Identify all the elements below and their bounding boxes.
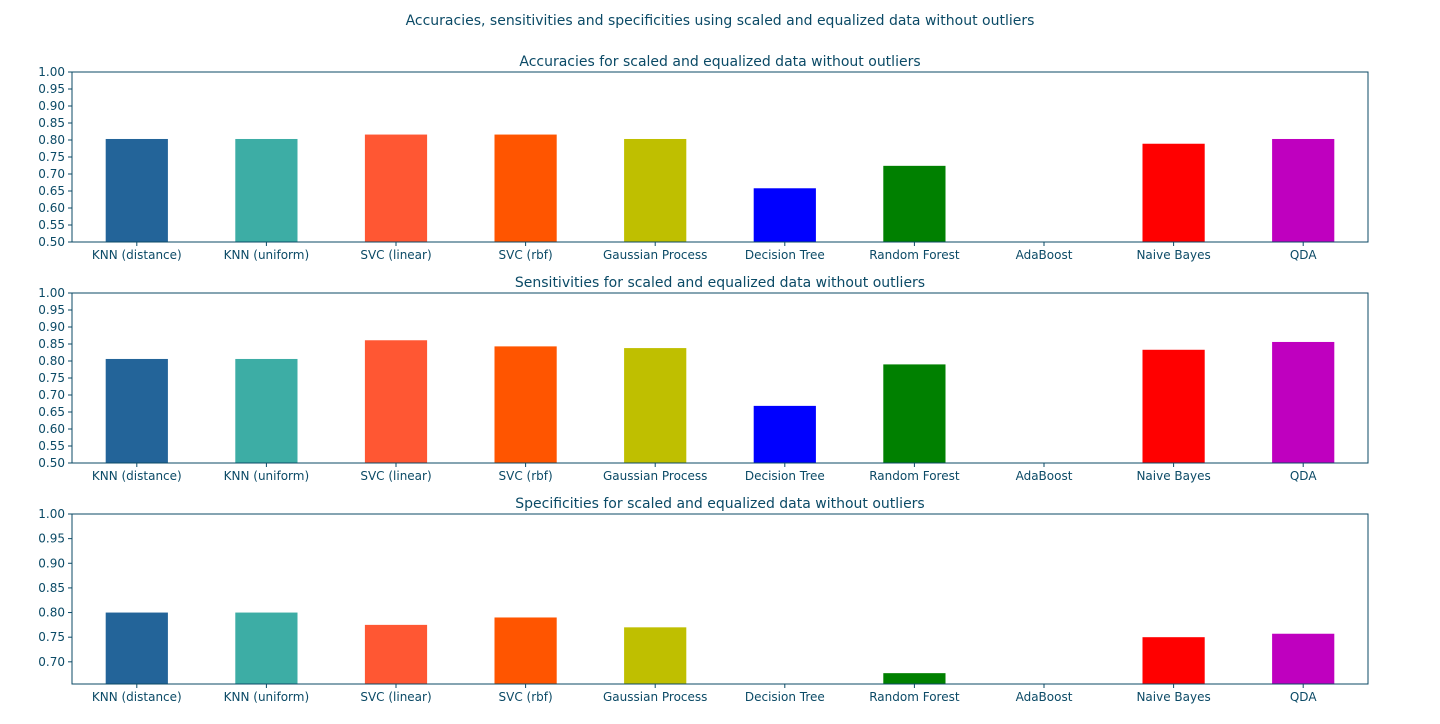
y-tick-label: 0.95 bbox=[38, 532, 65, 546]
x-tick-label: SVC (rbf) bbox=[499, 248, 553, 262]
y-tick-label: 0.60 bbox=[38, 201, 65, 215]
bar bbox=[1142, 637, 1205, 684]
y-tick-label: 0.85 bbox=[38, 116, 65, 130]
x-tick-label: KNN (distance) bbox=[92, 248, 182, 262]
bar bbox=[494, 617, 557, 684]
x-tick-label: KNN (distance) bbox=[92, 690, 182, 704]
x-tick-label: Decision Tree bbox=[745, 248, 825, 262]
x-tick-label: Naive Bayes bbox=[1136, 248, 1210, 262]
bar bbox=[883, 364, 946, 463]
x-tick-label: SVC (rbf) bbox=[499, 690, 553, 704]
bar bbox=[105, 358, 168, 463]
bar bbox=[235, 138, 298, 242]
x-tick-label: AdaBoost bbox=[1016, 690, 1073, 704]
y-tick-label: 0.70 bbox=[38, 388, 65, 402]
x-tick-label: Random Forest bbox=[869, 248, 960, 262]
y-tick-label: 0.95 bbox=[38, 303, 65, 317]
bar bbox=[494, 346, 557, 463]
y-tick-label: 0.85 bbox=[38, 337, 65, 351]
y-tick-label: 0.75 bbox=[38, 150, 65, 164]
y-tick-label: 0.75 bbox=[38, 371, 65, 385]
figure-title: Accuracies, sensitivities and specificit… bbox=[406, 13, 1035, 29]
x-tick-label: QDA bbox=[1290, 469, 1317, 483]
bar bbox=[624, 348, 687, 463]
y-tick-label: 0.60 bbox=[38, 422, 65, 436]
y-tick-label: 0.80 bbox=[38, 354, 65, 368]
x-tick-label: KNN (uniform) bbox=[224, 690, 310, 704]
x-tick-label: KNN (uniform) bbox=[224, 469, 310, 483]
bar bbox=[105, 612, 168, 684]
bar bbox=[494, 134, 557, 242]
subplot-title: Specificities for scaled and equalized d… bbox=[515, 496, 924, 512]
bar bbox=[1142, 349, 1205, 463]
y-tick-label: 0.50 bbox=[38, 456, 65, 470]
subplot-2: Sensitivities for scaled and equalized d… bbox=[38, 275, 1369, 483]
subplot-title: Accuracies for scaled and equalized data… bbox=[519, 54, 920, 70]
bar bbox=[624, 138, 687, 242]
bar bbox=[235, 358, 298, 463]
y-tick-label: 0.75 bbox=[38, 630, 65, 644]
y-tick-label: 0.70 bbox=[38, 167, 65, 181]
bar bbox=[364, 340, 428, 463]
y-tick-label: 1.00 bbox=[38, 286, 65, 300]
y-tick-label: 0.55 bbox=[38, 218, 65, 232]
axes-frame bbox=[71, 513, 1369, 685]
bar bbox=[1272, 341, 1335, 463]
y-tick-label: 0.85 bbox=[38, 581, 65, 595]
x-tick-label: Naive Bayes bbox=[1136, 690, 1210, 704]
bar bbox=[235, 612, 298, 684]
x-tick-label: Naive Bayes bbox=[1136, 469, 1210, 483]
y-tick-label: 0.90 bbox=[38, 556, 65, 570]
x-tick-label: Gaussian Process bbox=[603, 248, 707, 262]
y-tick-label: 0.65 bbox=[38, 405, 65, 419]
plots: Accuracies for scaled and equalized data… bbox=[38, 54, 1369, 704]
bar bbox=[364, 134, 428, 242]
x-tick-label: KNN (uniform) bbox=[224, 248, 310, 262]
y-tick-label: 0.80 bbox=[38, 606, 65, 620]
bar bbox=[1272, 633, 1335, 684]
x-tick-label: Decision Tree bbox=[745, 469, 825, 483]
subplot-title: Sensitivities for scaled and equalized d… bbox=[515, 275, 925, 291]
bar bbox=[624, 627, 687, 684]
x-tick-label: SVC (linear) bbox=[360, 690, 431, 704]
x-tick-label: Random Forest bbox=[869, 469, 960, 483]
bar bbox=[883, 165, 946, 242]
bar bbox=[883, 673, 946, 684]
y-tick-label: 0.80 bbox=[38, 133, 65, 147]
x-tick-label: Gaussian Process bbox=[603, 469, 707, 483]
y-tick-label: 0.50 bbox=[38, 235, 65, 249]
x-tick-label: SVC (linear) bbox=[360, 469, 431, 483]
bar bbox=[1142, 143, 1205, 242]
x-tick-label: QDA bbox=[1290, 690, 1317, 704]
x-tick-label: Random Forest bbox=[869, 690, 960, 704]
x-tick-label: AdaBoost bbox=[1016, 469, 1073, 483]
y-tick-label: 0.90 bbox=[38, 320, 65, 334]
bar bbox=[1272, 138, 1335, 242]
bar bbox=[753, 405, 816, 463]
y-tick-label: 0.70 bbox=[38, 655, 65, 669]
x-tick-label: SVC (linear) bbox=[360, 248, 431, 262]
y-tick-label: 1.00 bbox=[38, 507, 65, 521]
bar bbox=[105, 138, 168, 242]
y-tick-label: 0.90 bbox=[38, 99, 65, 113]
subplot-3: Specificities for scaled and equalized d… bbox=[38, 496, 1369, 704]
x-tick-label: Decision Tree bbox=[745, 690, 825, 704]
x-tick-label: SVC (rbf) bbox=[499, 469, 553, 483]
y-tick-label: 0.55 bbox=[38, 439, 65, 453]
x-tick-label: Gaussian Process bbox=[603, 690, 707, 704]
y-tick-label: 1.00 bbox=[38, 65, 65, 79]
y-tick-label: 0.95 bbox=[38, 82, 65, 96]
x-tick-label: QDA bbox=[1290, 248, 1317, 262]
bar bbox=[364, 624, 428, 684]
subplot-1: Accuracies for scaled and equalized data… bbox=[38, 54, 1369, 262]
y-tick-label: 0.65 bbox=[38, 184, 65, 198]
x-tick-label: KNN (distance) bbox=[92, 469, 182, 483]
bar bbox=[753, 188, 816, 242]
x-tick-label: AdaBoost bbox=[1016, 248, 1073, 262]
